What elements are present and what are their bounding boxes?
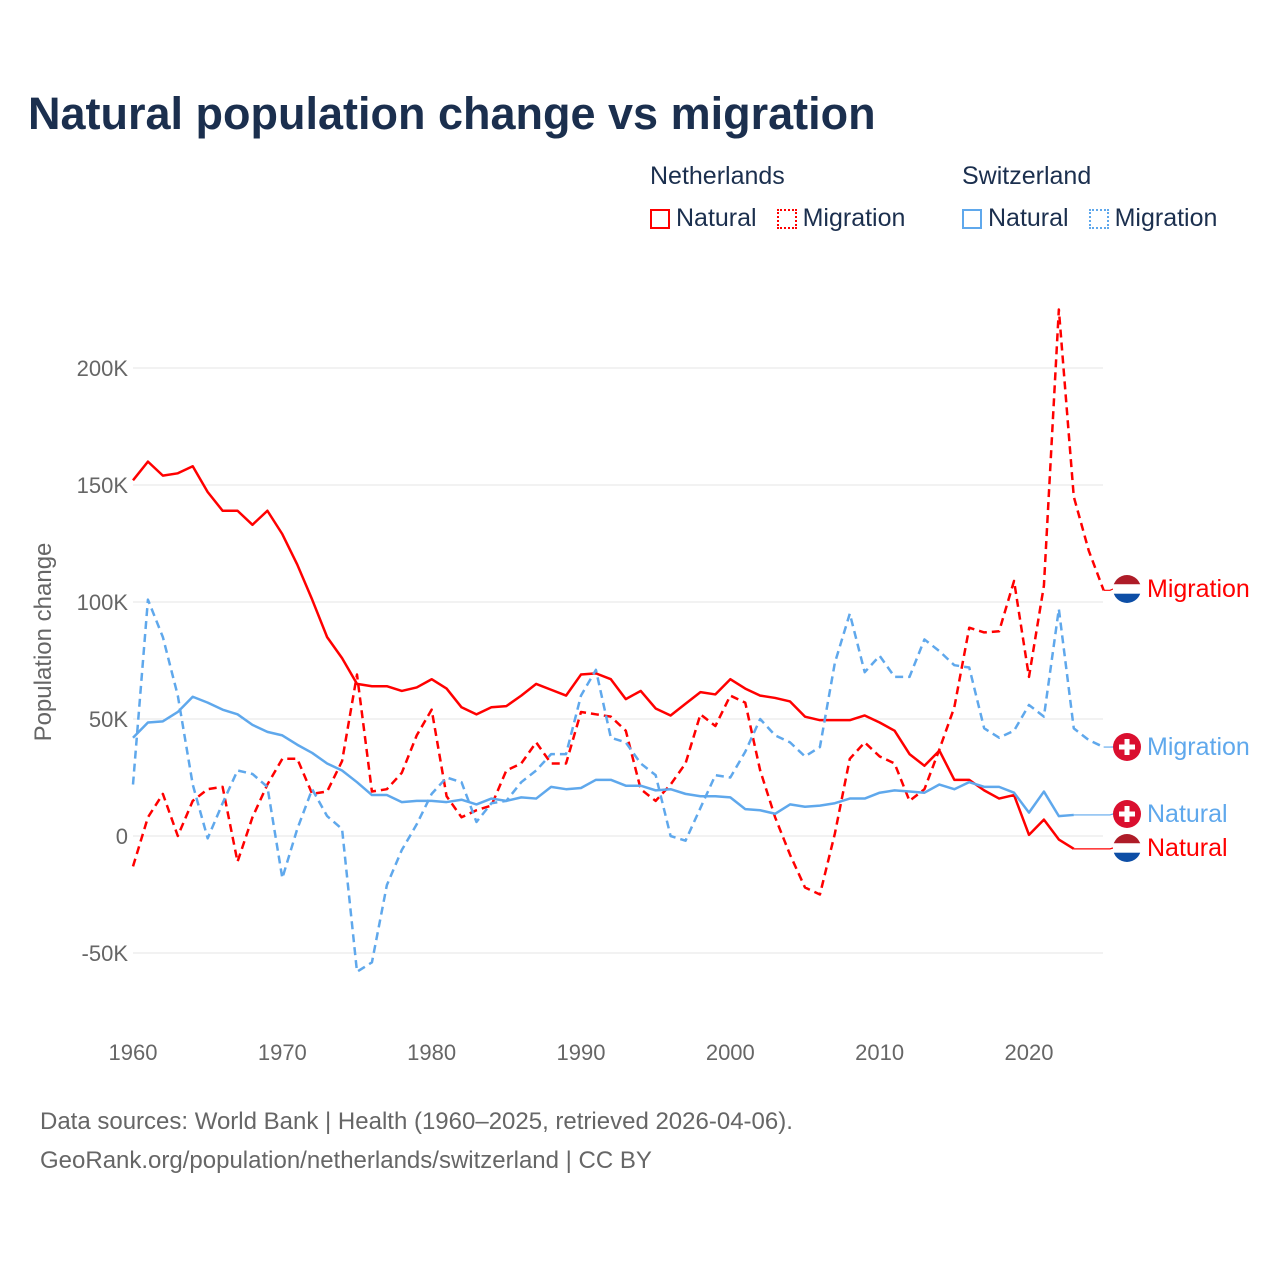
netherlands-flag-icon <box>1113 834 1141 862</box>
label-connector <box>1073 813 1114 816</box>
y-tick-label: -50K <box>82 941 129 966</box>
x-tick-label: 1970 <box>258 1040 307 1065</box>
y-tick-label: 100K <box>77 590 129 615</box>
label-connector <box>1073 847 1114 850</box>
series-line-netherlands-migration <box>131 308 1105 896</box>
x-tick-label: 1990 <box>557 1040 606 1065</box>
series-end-label: Migration <box>1147 733 1250 761</box>
x-tick-label: 1980 <box>407 1040 456 1065</box>
chart-title: Natural population change vs migration <box>28 88 876 139</box>
flag-cross <box>1119 811 1135 817</box>
legend-label: Migration <box>1114 204 1218 232</box>
netherlands-flag-icon <box>1113 575 1141 603</box>
switzerland-flag-icon <box>1113 800 1141 828</box>
series-line-switzerland-natural <box>132 695 1074 818</box>
legend-item-ch-migration[interactable]: Migration <box>1088 204 1218 233</box>
flag-stripe <box>1113 834 1141 844</box>
x-tick-label: 1960 <box>109 1040 158 1065</box>
footer-link[interactable]: GeoRank.org/population/netherlands/switz… <box>40 1147 652 1174</box>
x-tick-label: 2020 <box>1005 1040 1054 1065</box>
legend-group-title: Netherlands <box>650 162 785 190</box>
legend-item-ch-natural[interactable]: Natural <box>962 204 1069 233</box>
legend-item-nl-migration[interactable]: Migration <box>776 204 906 233</box>
legend-item-nl-natural[interactable]: Natural <box>650 204 757 233</box>
footer-sources: Data sources: World Bank | Health (1960–… <box>40 1108 793 1135</box>
legend-label: Natural <box>676 204 757 232</box>
flag-cross <box>1119 744 1135 750</box>
y-tick-label: 50K <box>89 707 128 732</box>
legend-label: Migration <box>802 204 906 232</box>
y-tick-label: 0 <box>116 824 128 849</box>
flag-stripe <box>1113 852 1141 862</box>
series-line-netherlands-natural <box>132 460 1075 850</box>
legend-label: Natural <box>988 204 1069 232</box>
y-tick-label: 150K <box>77 473 129 498</box>
flag-stripe <box>1113 593 1141 603</box>
legend-switzerland: Switzerland Natural Migration <box>962 162 1217 233</box>
label-connector <box>1103 588 1114 591</box>
flag-stripe <box>1113 584 1141 594</box>
y-axis-label: Population change <box>30 543 57 742</box>
switzerland-flag-icon <box>1113 733 1141 761</box>
x-tick-label: 2010 <box>855 1040 904 1065</box>
series-end-label: Natural <box>1147 800 1228 828</box>
legend-group-title: Switzerland <box>962 162 1092 190</box>
flag-stripe <box>1113 843 1141 853</box>
flag-stripe <box>1113 575 1141 585</box>
legend-netherlands: Netherlands Natural Migration <box>650 162 905 233</box>
y-tick-label: 200K <box>77 356 129 381</box>
series-end-label: Natural <box>1147 834 1228 862</box>
x-tick-label: 2000 <box>706 1040 755 1065</box>
series-end-label: Migration <box>1147 575 1250 603</box>
series-line-switzerland-migration <box>131 598 1105 973</box>
